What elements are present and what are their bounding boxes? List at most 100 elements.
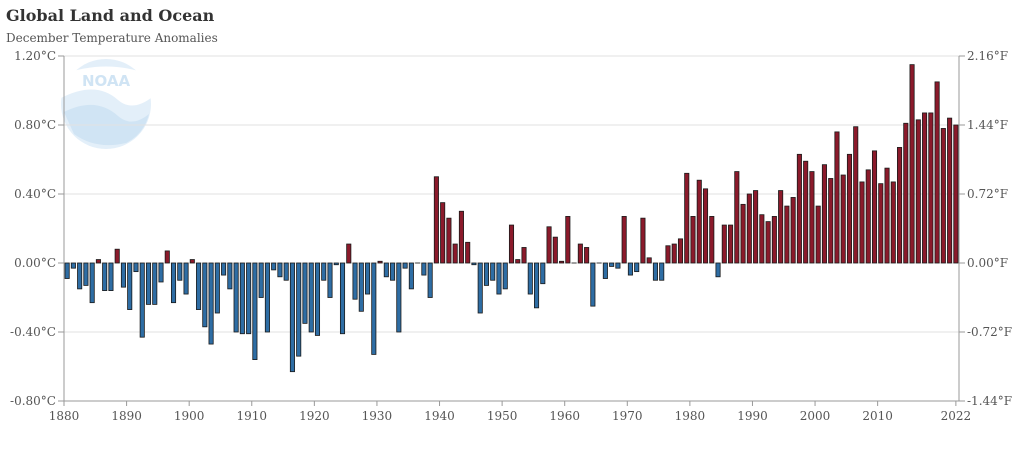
bar-1984[interactable] [715,262,721,278]
bar-1939[interactable] [433,176,439,264]
bar-1993[interactable] [771,216,777,264]
bar-1901[interactable] [196,262,202,310]
bar-1926[interactable] [352,262,358,300]
bar-1975[interactable] [659,262,665,281]
bar-1929[interactable] [371,262,377,355]
bar-1933[interactable] [396,262,402,333]
bar-1982[interactable] [702,188,709,264]
bar-2007[interactable] [859,181,865,264]
bar-1902[interactable] [202,262,208,328]
bar-1953[interactable] [521,247,527,264]
bar-1912[interactable] [264,262,270,333]
bar-1947[interactable] [483,262,489,286]
bar-1997[interactable] [796,153,802,264]
bar-2004[interactable] [840,174,846,264]
bar-1991[interactable] [759,214,765,264]
bar-1970[interactable] [627,262,633,276]
bar-1887[interactable] [108,262,114,292]
bar-1934[interactable] [402,262,408,269]
bar-2020[interactable] [940,128,946,264]
bar-1938[interactable] [427,262,433,298]
bar-1888[interactable] [114,248,120,264]
bar-1908[interactable] [239,262,245,335]
bar-2009[interactable] [871,150,878,264]
bar-1891[interactable] [133,262,139,273]
bar-2015[interactable] [909,64,915,264]
bar-1980[interactable] [690,216,696,264]
bar-1985[interactable] [721,224,727,264]
bar-1918[interactable] [302,262,308,324]
bar-2021[interactable] [947,117,953,264]
bar-1964[interactable] [590,262,596,307]
bar-2003[interactable] [834,131,840,264]
bar-1914[interactable] [277,262,283,278]
bar-1890[interactable] [127,262,133,310]
bar-1937[interactable] [421,262,427,276]
bar-1942[interactable] [452,243,458,264]
bar-1972[interactable] [640,217,646,264]
bar-1900[interactable] [189,259,195,264]
bar-1949[interactable] [496,262,502,295]
bar-1935[interactable] [408,262,414,290]
bar-1903[interactable] [208,262,214,345]
bar-1945[interactable] [471,262,477,266]
bar-2012[interactable] [890,181,896,264]
bar-1913[interactable] [271,262,277,271]
bar-1911[interactable] [258,262,264,298]
bar-1979[interactable] [684,172,690,264]
bar-1987[interactable] [734,171,740,264]
bar-2017[interactable] [922,112,928,264]
bar-1973[interactable] [646,257,652,264]
bar-1927[interactable] [358,262,364,312]
bar-1956[interactable] [540,262,546,285]
bar-2011[interactable] [884,167,890,264]
bar-1952[interactable] [515,259,521,264]
bar-1946[interactable] [477,262,483,314]
bar-1883[interactable] [83,262,89,286]
bar-1999[interactable] [809,171,815,264]
bar-1932[interactable] [390,262,396,281]
bar-2010[interactable] [878,183,884,264]
bar-1978[interactable] [677,238,684,264]
bar-1996[interactable] [790,197,796,264]
bar-1992[interactable] [765,221,771,264]
bar-1974[interactable] [652,262,658,281]
bar-1977[interactable] [671,243,677,264]
bar-1951[interactable] [508,224,515,264]
bar-1896[interactable] [164,250,170,264]
bar-1904[interactable] [214,262,220,314]
bar-1882[interactable] [77,262,83,290]
bar-1994[interactable] [778,190,784,264]
bar-2013[interactable] [897,147,903,264]
bar-1894[interactable] [152,262,158,305]
bar-1957[interactable] [546,226,552,264]
bar-1919[interactable] [308,262,314,333]
bar-1884[interactable] [89,262,95,304]
bar-1905[interactable] [221,262,227,276]
bar-1944[interactable] [465,241,471,264]
bar-1885[interactable] [95,259,101,264]
bar-1910[interactable] [252,262,258,360]
bar-1948[interactable] [490,262,496,281]
bar-1950[interactable] [502,262,508,290]
bar-1941[interactable] [446,217,452,264]
bar-1958[interactable] [552,236,558,264]
bar-1989[interactable] [746,193,752,264]
bar-1983[interactable] [709,216,715,264]
bar-1969[interactable] [621,216,627,264]
bar-1915[interactable] [283,262,289,281]
bar-1881[interactable] [70,262,76,269]
bar-1960[interactable] [565,216,571,264]
bar-1988[interactable] [740,203,746,264]
bar-1922[interactable] [327,262,333,298]
bar-1986[interactable] [728,224,734,264]
bar-1962[interactable] [577,243,583,264]
bar-1995[interactable] [784,205,790,264]
bar-1880[interactable] [64,262,70,279]
bar-2008[interactable] [865,169,871,264]
bar-1916[interactable] [289,262,295,373]
bar-1906[interactable] [227,262,233,290]
bar-2019[interactable] [934,81,940,264]
bar-1920[interactable] [314,262,321,336]
bar-1981[interactable] [696,179,702,264]
